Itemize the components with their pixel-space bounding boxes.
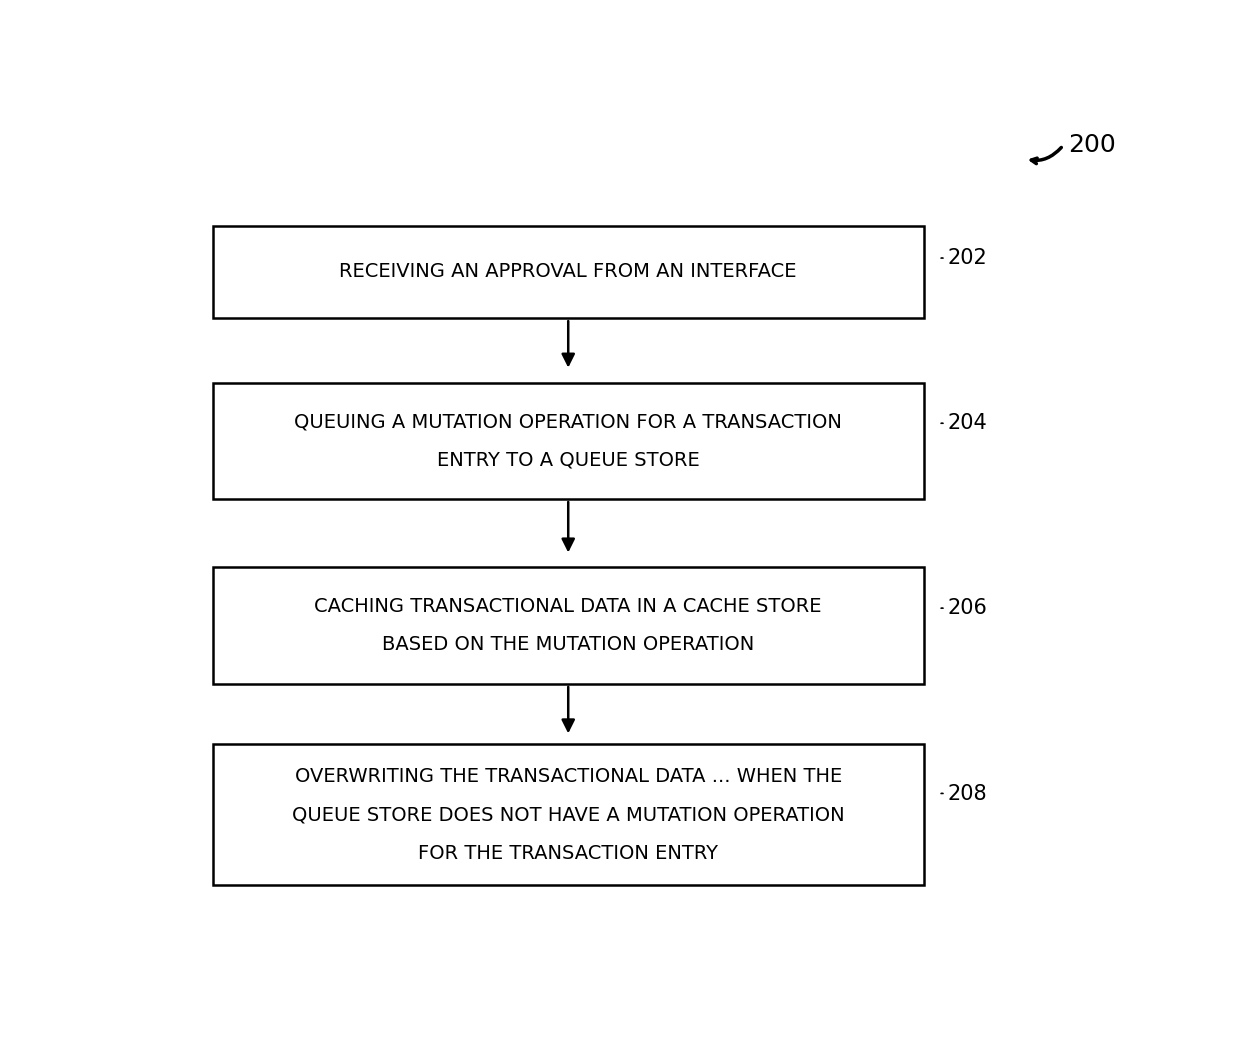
FancyBboxPatch shape	[213, 226, 924, 318]
Text: 200: 200	[1068, 134, 1116, 158]
Text: 204: 204	[947, 413, 987, 433]
Text: CACHING TRANSACTIONAL DATA IN A CACHE STORE: CACHING TRANSACTIONAL DATA IN A CACHE ST…	[315, 597, 822, 616]
FancyBboxPatch shape	[213, 382, 924, 499]
Text: QUEUE STORE DOES NOT HAVE A MUTATION OPERATION: QUEUE STORE DOES NOT HAVE A MUTATION OPE…	[291, 805, 844, 824]
FancyBboxPatch shape	[213, 744, 924, 885]
Text: 206: 206	[947, 598, 988, 618]
Text: BASED ON THE MUTATION OPERATION: BASED ON THE MUTATION OPERATION	[382, 636, 754, 655]
Text: RECEIVING AN APPROVAL FROM AN INTERFACE: RECEIVING AN APPROVAL FROM AN INTERFACE	[340, 262, 797, 282]
Text: 202: 202	[947, 248, 987, 268]
Text: 208: 208	[947, 783, 987, 804]
Text: QUEUING A MUTATION OPERATION FOR A TRANSACTION: QUEUING A MUTATION OPERATION FOR A TRANS…	[294, 412, 842, 431]
Text: ENTRY TO A QUEUE STORE: ENTRY TO A QUEUE STORE	[436, 451, 699, 470]
Text: FOR THE TRANSACTION ENTRY: FOR THE TRANSACTION ENTRY	[418, 844, 718, 862]
Text: OVERWRITING THE TRANSACTIONAL DATA ... WHEN THE: OVERWRITING THE TRANSACTIONAL DATA ... W…	[295, 766, 842, 785]
FancyBboxPatch shape	[213, 568, 924, 684]
